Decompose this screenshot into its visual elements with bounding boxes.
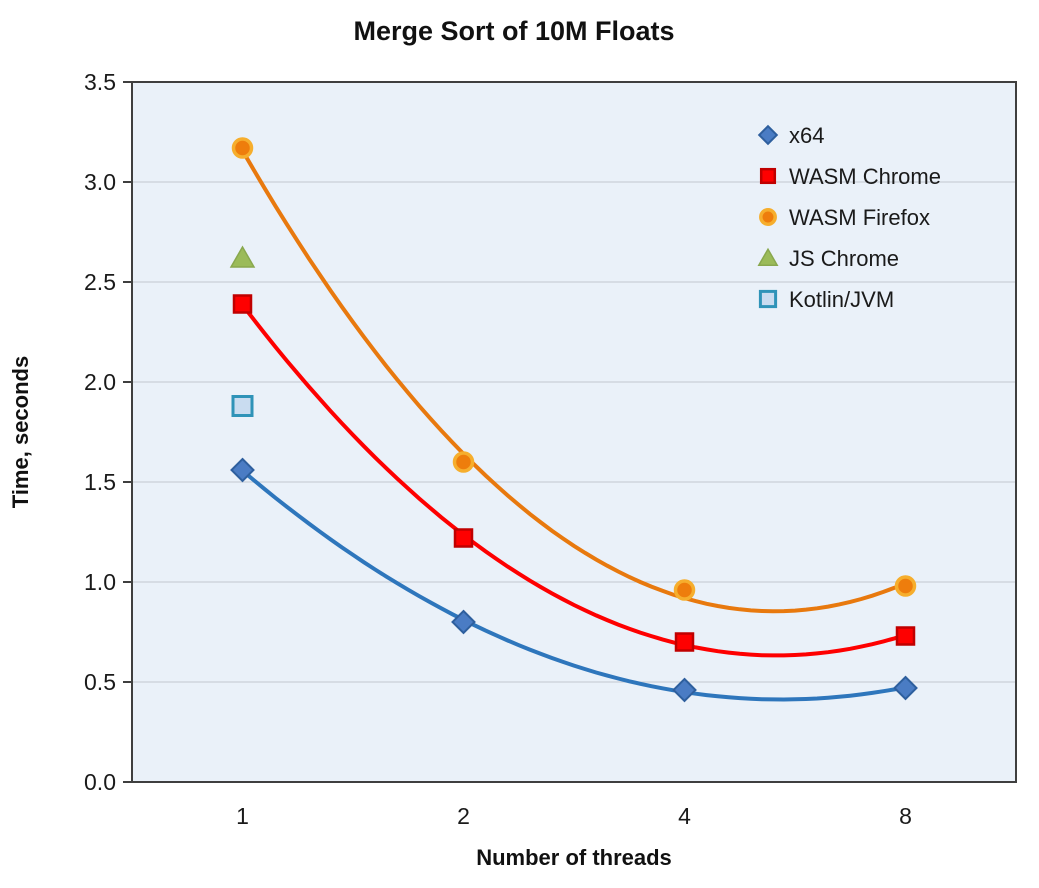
- legend-label: WASM Firefox: [789, 205, 930, 230]
- x-tick-label: 4: [678, 803, 691, 829]
- data-point-wasm-chrome: [895, 626, 916, 646]
- x-tick-label: 8: [899, 803, 912, 829]
- data-point-wasm-chrome: [232, 294, 253, 314]
- data-point-x64: [893, 675, 918, 701]
- plot-border: [131, 81, 1017, 783]
- y-tick-label: 3.0: [84, 169, 116, 195]
- trendline-x64: [240, 468, 908, 702]
- data-point-wasm-chrome: [453, 528, 474, 548]
- y-tick-label: 1.5: [84, 469, 116, 495]
- x-tick-label: 2: [457, 803, 470, 829]
- legend-label: JS Chrome: [789, 246, 899, 271]
- legend-item-wasm-firefox: WASM Firefox: [759, 205, 930, 230]
- data-point-wasm-firefox: [452, 451, 475, 473]
- data-point-wasm-firefox: [231, 137, 254, 159]
- data-point-x64: [230, 457, 255, 483]
- triangle-icon: [757, 247, 779, 266]
- data-point-x64: [451, 609, 476, 635]
- trendline-wasm-chrome: [240, 303, 908, 658]
- y-tick-label: 1.0: [84, 569, 116, 595]
- square-open-icon: [758, 289, 778, 309]
- legend-label: x64: [789, 123, 824, 148]
- chart-title: Merge Sort of 10M Floats: [353, 16, 675, 46]
- legend-label: Kotlin/JVM: [789, 287, 894, 312]
- data-point-x64: [672, 677, 697, 703]
- circle-icon: [759, 208, 777, 226]
- data-point-wasm-firefox: [894, 575, 917, 597]
- legend-item-js-chrome: JS Chrome: [757, 246, 899, 271]
- x-tick-label: 1: [236, 803, 249, 829]
- legend-label: WASM Chrome: [789, 164, 941, 189]
- data-point-js-chrome: [229, 245, 256, 268]
- legend-item-kotlin-jvm: Kotlin/JVM: [758, 287, 894, 312]
- legend-item-wasm-chrome: WASM Chrome: [759, 164, 941, 189]
- trendline-wasm-firefox: [240, 148, 908, 614]
- square-icon: [759, 167, 777, 185]
- y-tick-label: 0.0: [84, 769, 116, 795]
- data-point-wasm-chrome: [674, 632, 695, 652]
- y-tick-label: 3.5: [84, 69, 116, 95]
- data-point-wasm-firefox: [673, 579, 696, 601]
- legend-item-x64: x64: [757, 123, 824, 148]
- diamond-icon: [757, 124, 779, 146]
- y-tick-label: 0.5: [84, 669, 116, 695]
- y-tick-label: 2.0: [84, 369, 116, 395]
- legend: x64 WASM Chrome WASM Firefox JS Chrome Kotli…: [757, 123, 941, 312]
- data-point-kotlin-jvm: [231, 395, 254, 417]
- y-tick-label: 2.5: [84, 269, 116, 295]
- x-axis-title: Number of threads: [476, 845, 672, 870]
